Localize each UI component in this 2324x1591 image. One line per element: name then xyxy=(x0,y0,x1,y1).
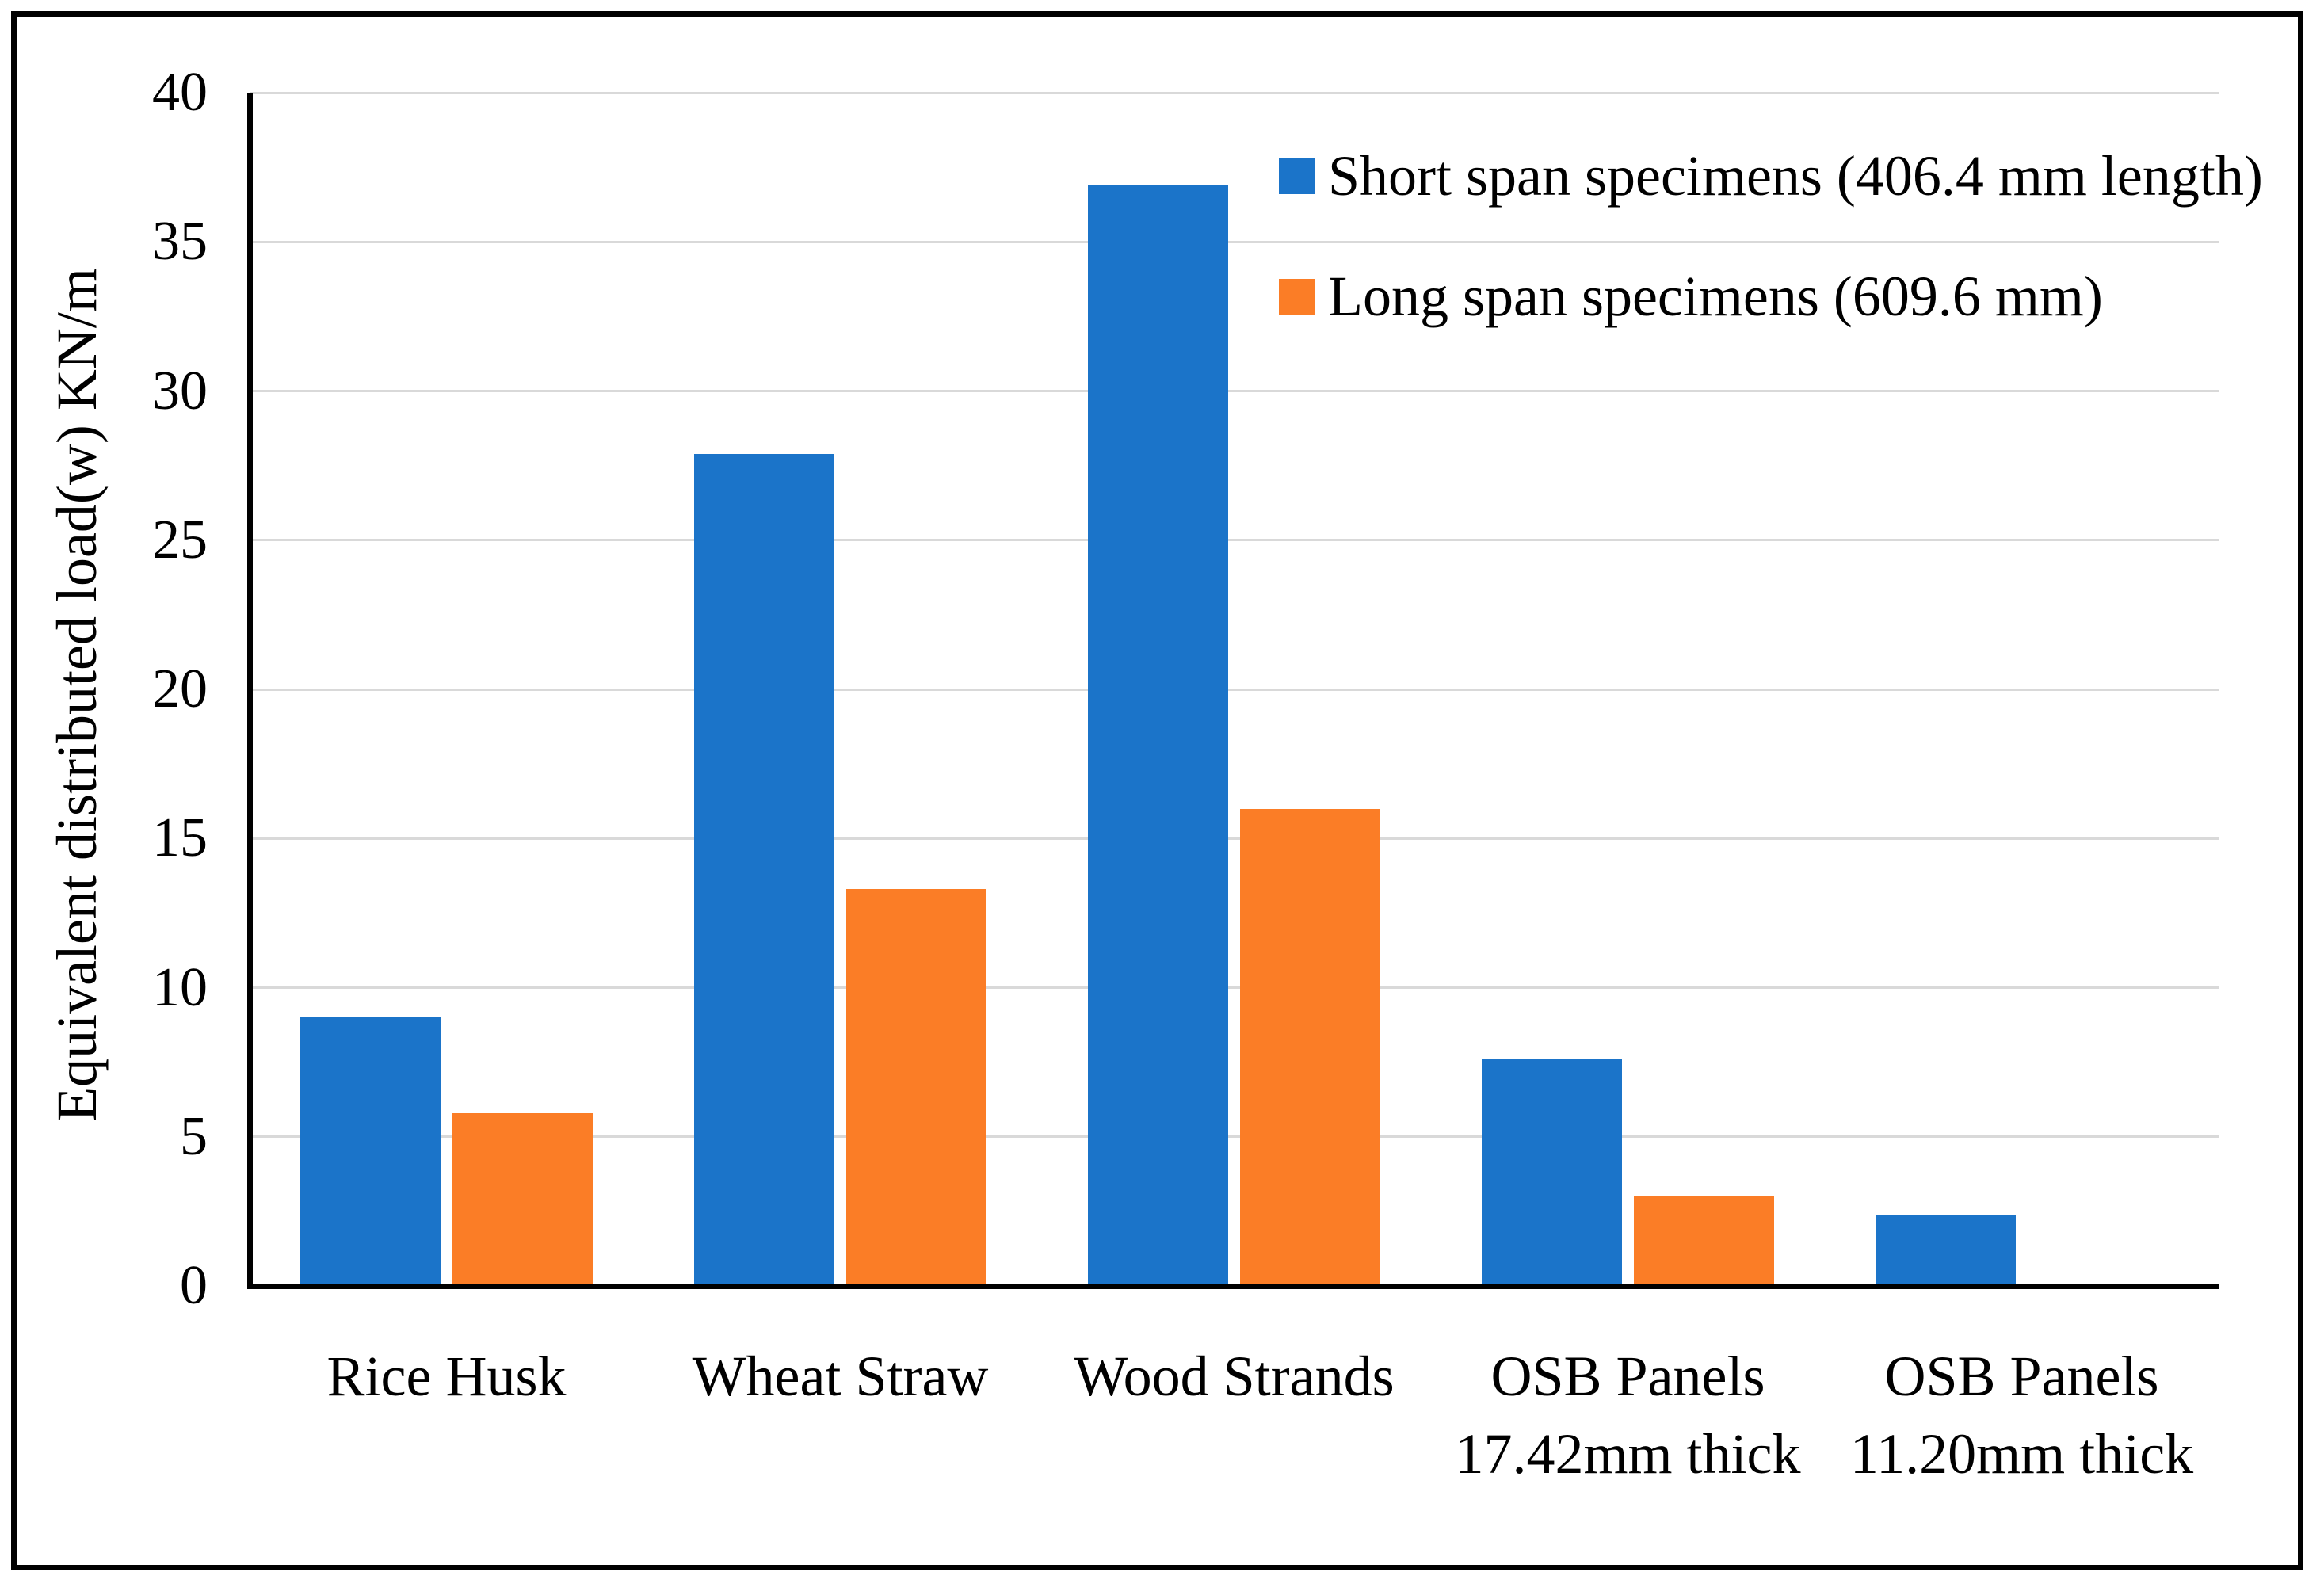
gridline-20 xyxy=(250,688,2219,691)
bar-short-span-osb-panels-11-20mm-thick xyxy=(1876,1214,2016,1286)
legend-swatch-icon xyxy=(1279,278,1315,315)
x-category-label-line: 11.20mm thick xyxy=(1849,1422,2194,1486)
legend-swatch-icon xyxy=(1279,158,1315,194)
legend-label: Short span specimens (406.4 mm length) xyxy=(1328,144,2263,208)
y-tick-label-10: 10 xyxy=(152,956,208,1018)
bar-long-span-wheat-straw xyxy=(846,889,986,1286)
bar-long-span-rice-husk xyxy=(452,1112,593,1286)
y-tick-label-40: 40 xyxy=(152,62,208,123)
bar-short-span-osb-panels-17-42mm-thick xyxy=(1482,1059,1622,1286)
x-category-label-line: OSB Panels xyxy=(1884,1345,2159,1408)
x-category-label-5: OSB Panels 11.20mm thick xyxy=(1801,1337,2242,1493)
gridline-30 xyxy=(250,390,2219,392)
legend-entry-long-span: Long span specimens (609.6 mm) xyxy=(1279,261,2263,332)
y-tick-label-5: 5 xyxy=(180,1105,208,1167)
gridline-10 xyxy=(250,986,2219,989)
x-category-label-line: Rice Husk xyxy=(326,1345,567,1408)
x-axis-line xyxy=(247,1284,2219,1289)
legend-label: Long span specimens (609.6 mm) xyxy=(1328,265,2103,328)
x-category-label-line: OSB Panels xyxy=(1490,1345,1765,1408)
bar-long-span-wood-strands xyxy=(1240,808,1380,1286)
y-tick-label-30: 30 xyxy=(152,360,208,422)
bar-short-span-wood-strands xyxy=(1088,185,1228,1286)
gridline-25 xyxy=(250,539,2219,542)
bar-long-span-osb-panels-17-42mm-thick xyxy=(1634,1196,1774,1286)
x-category-label-2: Wheat Straw xyxy=(620,1337,1061,1415)
y-tick-label-15: 15 xyxy=(152,807,208,869)
x-category-label-1: Rice Husk xyxy=(226,1337,667,1415)
x-category-label-4: OSB Panels 17.42mm thick xyxy=(1407,1337,1849,1493)
gridline-15 xyxy=(250,837,2219,840)
legend-entry-short-span: Short span specimens (406.4 mm length) xyxy=(1279,140,2263,212)
x-category-label-line: Wood Strands xyxy=(1074,1345,1395,1408)
legend: Short span specimens (406.4 mm length) Lo… xyxy=(1279,140,2263,381)
bar-short-span-rice-husk xyxy=(300,1017,441,1286)
x-category-label-line: 17.42mm thick xyxy=(1455,1422,1801,1486)
figure-border xyxy=(11,11,2303,1570)
x-category-label-line: Wheat Straw xyxy=(692,1345,989,1408)
y-axis-line xyxy=(247,93,253,1289)
gridline-40 xyxy=(250,91,2219,94)
gridline-35 xyxy=(250,240,2219,243)
y-tick-label-25: 25 xyxy=(152,509,208,570)
x-category-label-3: Wood Strands xyxy=(1013,1337,1455,1415)
y-tick-label-35: 35 xyxy=(152,211,208,273)
y-tick-label-0: 0 xyxy=(180,1255,208,1316)
y-tick-label-20: 20 xyxy=(152,658,208,719)
bar-short-span-wheat-straw xyxy=(694,453,834,1286)
gridline-5 xyxy=(250,1135,2219,1139)
